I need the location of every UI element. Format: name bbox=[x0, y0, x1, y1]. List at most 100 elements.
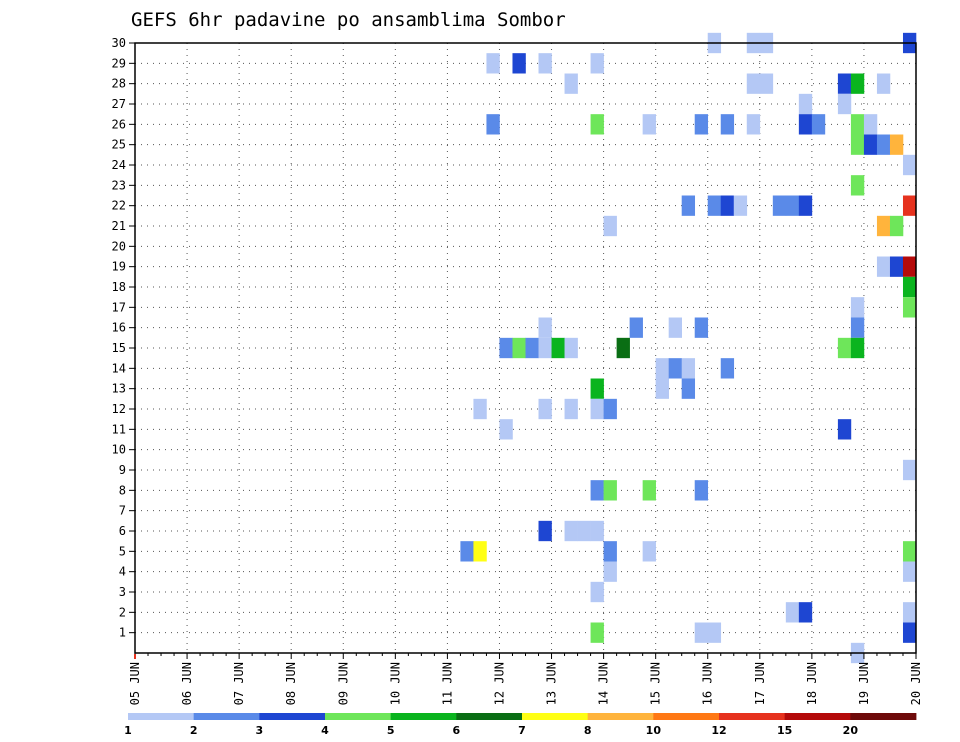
y-tick-label: 23 bbox=[112, 178, 126, 192]
precip-cell bbox=[590, 114, 604, 135]
y-tick-label: 19 bbox=[112, 260, 126, 274]
precip-cell bbox=[785, 195, 800, 216]
precip-cell bbox=[876, 73, 891, 94]
colorbar-tick-label: 12 bbox=[711, 724, 726, 737]
y-tick-label: 11 bbox=[112, 422, 126, 436]
x-tick-label: 15 JUN bbox=[649, 662, 663, 705]
precip-cell bbox=[538, 53, 552, 74]
precip-cell bbox=[473, 541, 487, 562]
precip-cell bbox=[837, 337, 852, 359]
precip-cell bbox=[590, 53, 604, 74]
x-tick-label: 05 JUN bbox=[128, 662, 142, 705]
y-tick-label: 25 bbox=[112, 138, 126, 152]
y-tick-label: 13 bbox=[112, 382, 126, 396]
precip-cell bbox=[850, 317, 865, 338]
precip-cell bbox=[863, 114, 878, 135]
colorbar-tick-label: 6 bbox=[453, 724, 461, 737]
precip-cell bbox=[616, 337, 630, 359]
precip-cell bbox=[798, 602, 813, 623]
y-tick-label: 18 bbox=[112, 280, 126, 294]
colorbar-segment bbox=[719, 713, 786, 720]
precip-cell bbox=[590, 398, 604, 420]
precip-cell bbox=[694, 622, 709, 643]
precip-cell bbox=[902, 256, 917, 277]
colorbar-tick-label: 3 bbox=[256, 724, 264, 737]
precip-cell bbox=[642, 114, 656, 135]
precip-cell bbox=[512, 337, 526, 359]
x-tick-label: 16 JUN bbox=[701, 662, 715, 705]
y-tick-label: 27 bbox=[112, 97, 126, 111]
precip-cell bbox=[902, 195, 917, 216]
precip-cell bbox=[707, 195, 722, 216]
y-tick-label: 16 bbox=[112, 321, 126, 335]
precip-cell bbox=[590, 480, 604, 501]
precip-cell bbox=[798, 93, 813, 115]
precip-cell bbox=[850, 297, 865, 318]
precip-cell bbox=[486, 114, 500, 135]
precip-cell bbox=[525, 337, 539, 359]
y-tick-label: 5 bbox=[119, 544, 126, 558]
precip-cell bbox=[772, 195, 787, 216]
precip-cell bbox=[603, 561, 617, 582]
precip-cell bbox=[551, 337, 565, 359]
precip-cell bbox=[889, 134, 904, 155]
colorbar-segment bbox=[784, 713, 851, 720]
precip-cell bbox=[889, 256, 904, 277]
y-tick-label: 22 bbox=[112, 199, 126, 213]
y-tick-label: 12 bbox=[112, 402, 126, 416]
precip-cell bbox=[876, 134, 891, 155]
y-axis-ticks: 1234567891011121314151617181920212223242… bbox=[112, 36, 135, 640]
precip-cell bbox=[902, 276, 917, 298]
y-tick-label: 29 bbox=[112, 56, 126, 70]
precip-cell bbox=[876, 256, 891, 277]
precip-cell bbox=[902, 622, 917, 643]
precip-cell bbox=[564, 520, 578, 542]
precip-cell bbox=[759, 73, 774, 94]
x-tick-label: 08 JUN bbox=[284, 662, 298, 705]
precip-cell bbox=[590, 520, 604, 542]
y-tick-label: 4 bbox=[119, 565, 126, 579]
x-origin-marker bbox=[134, 654, 136, 659]
y-tick-label: 2 bbox=[119, 605, 126, 619]
precip-cell bbox=[863, 134, 878, 155]
colorbar-tick-label: 4 bbox=[321, 724, 329, 737]
colorbar-segment bbox=[587, 713, 654, 720]
precip-cell bbox=[538, 520, 552, 542]
precip-cell bbox=[837, 93, 852, 115]
colorbar-tick-label: 8 bbox=[584, 724, 592, 737]
y-tick-label: 15 bbox=[112, 341, 126, 355]
precip-cell bbox=[694, 317, 709, 338]
precip-cell bbox=[486, 53, 500, 74]
precip-cell bbox=[603, 480, 617, 501]
precip-cell bbox=[564, 337, 578, 359]
precip-cell bbox=[681, 195, 696, 216]
colorbar-tick-label: 15 bbox=[777, 724, 792, 737]
colorbar-segment bbox=[850, 713, 917, 720]
y-tick-label: 8 bbox=[119, 483, 126, 497]
y-tick-label: 21 bbox=[112, 219, 126, 233]
precip-cell bbox=[902, 154, 917, 176]
precip-cell bbox=[538, 317, 552, 338]
precip-cell bbox=[746, 73, 761, 94]
x-tick-label: 14 JUN bbox=[597, 662, 611, 705]
colorbar-segment bbox=[390, 713, 457, 720]
y-tick-label: 1 bbox=[119, 626, 126, 640]
colorbar-tick-label: 20 bbox=[843, 724, 859, 737]
y-tick-label: 6 bbox=[119, 524, 126, 538]
precip-cell bbox=[850, 73, 865, 94]
precip-cell bbox=[564, 398, 578, 420]
colorbar-segment bbox=[456, 713, 523, 720]
precip-cell bbox=[798, 114, 813, 135]
y-tick-label: 30 bbox=[112, 36, 126, 50]
precip-cell bbox=[668, 317, 682, 338]
precip-cell bbox=[655, 378, 669, 399]
precip-cell bbox=[785, 602, 800, 623]
precip-cell bbox=[473, 398, 487, 420]
precip-cell bbox=[603, 398, 617, 420]
y-tick-label: 17 bbox=[112, 300, 126, 314]
x-tick-label: 09 JUN bbox=[336, 662, 350, 705]
precip-cell bbox=[720, 358, 735, 379]
precip-cell bbox=[902, 297, 917, 318]
y-tick-label: 7 bbox=[119, 504, 126, 518]
precip-cell bbox=[850, 114, 865, 135]
